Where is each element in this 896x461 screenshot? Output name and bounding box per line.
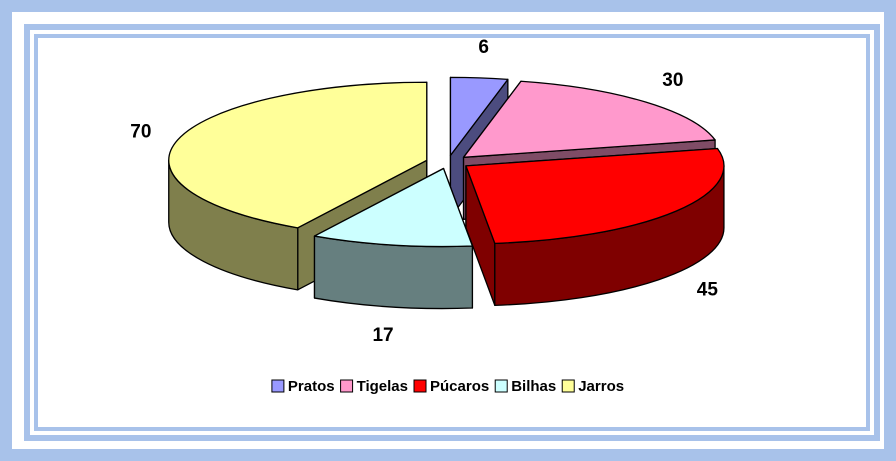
slice-top [168, 81, 428, 229]
value-label: 45 [697, 279, 719, 300]
value-label: 6 [478, 37, 489, 58]
slice-top [465, 147, 725, 245]
slice-top [449, 76, 509, 157]
legend-label: Bilhas [511, 378, 556, 395]
value-label: 17 [372, 325, 393, 346]
legend-label: Púcaros [430, 378, 489, 395]
legend-label: Pratos [288, 378, 335, 395]
legend-swatch [271, 379, 285, 393]
legend-swatch [561, 379, 575, 393]
slice-top [313, 167, 474, 248]
pie-slice [313, 167, 474, 310]
value-label: 30 [662, 70, 683, 91]
legend-swatch [413, 379, 427, 393]
value-label: 70 [130, 121, 151, 142]
value-labels: 6 30 70 45 17 [130, 37, 718, 346]
pie-slice [465, 147, 725, 307]
legend-label: Jarros [578, 378, 624, 395]
legend: Pratos Tigelas Púcaros Bilhas Jarros [271, 378, 624, 395]
pie [168, 76, 725, 310]
legend-swatch [494, 379, 508, 393]
legend-label: Tigelas [357, 378, 408, 395]
legend-swatch [340, 379, 354, 393]
slice-top [462, 80, 716, 158]
